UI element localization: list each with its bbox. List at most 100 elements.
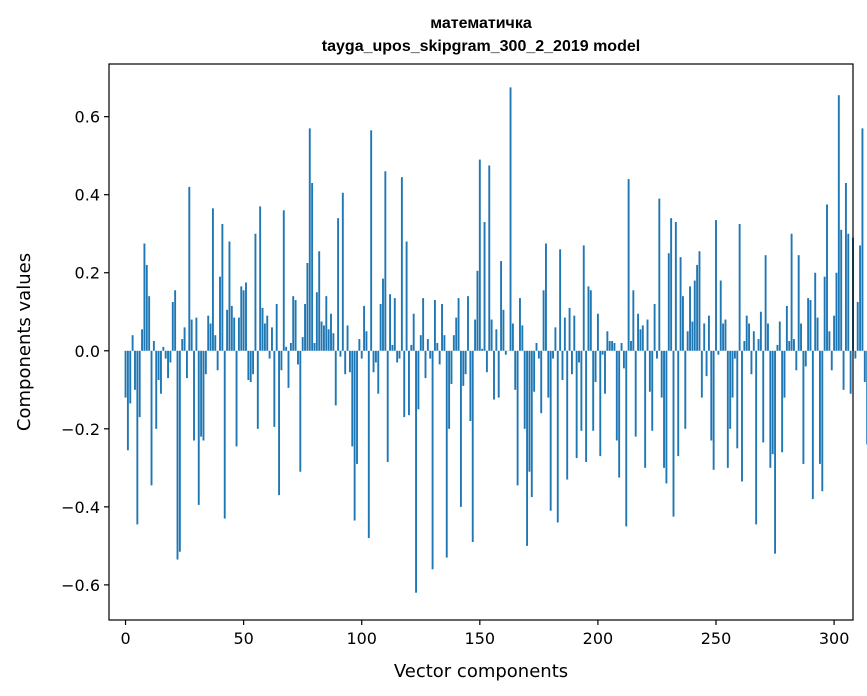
bar	[254, 233, 257, 351]
bar	[724, 319, 727, 351]
bar	[398, 350, 401, 359]
bar	[601, 350, 604, 355]
bar	[485, 350, 488, 373]
bar	[490, 319, 493, 351]
bar	[211, 208, 214, 351]
bar	[589, 290, 592, 351]
bar	[528, 350, 531, 472]
bar	[755, 350, 758, 525]
bar	[434, 300, 436, 351]
bar	[301, 337, 304, 351]
bar	[353, 350, 356, 521]
bar	[774, 350, 776, 554]
bar	[840, 229, 843, 351]
bar	[830, 350, 833, 371]
bar	[856, 302, 859, 351]
bar	[575, 350, 578, 459]
bar	[183, 327, 186, 351]
bar	[410, 344, 413, 351]
y-tick-label: 0.4	[75, 186, 100, 205]
bar	[289, 342, 292, 351]
bar	[818, 350, 821, 464]
bar	[396, 350, 399, 363]
bar	[311, 183, 314, 351]
bar	[684, 350, 687, 429]
bar	[233, 317, 236, 351]
bar	[663, 350, 665, 468]
bar	[542, 290, 545, 351]
bar	[547, 350, 550, 398]
bar	[315, 292, 318, 351]
bar	[450, 350, 453, 384]
bar	[521, 325, 524, 351]
plot-frame	[108, 63, 854, 621]
bar	[174, 290, 177, 351]
bar	[169, 350, 172, 363]
bar	[181, 339, 184, 351]
bar	[148, 296, 151, 351]
bar	[384, 171, 387, 351]
bar	[667, 253, 670, 351]
bar	[613, 342, 616, 351]
bar	[573, 315, 576, 351]
bar	[689, 286, 691, 351]
bar	[391, 344, 394, 351]
bar	[670, 218, 673, 351]
bar	[516, 350, 519, 486]
bar	[256, 350, 259, 429]
bar	[828, 331, 831, 351]
bar	[214, 335, 217, 351]
bar	[219, 276, 221, 351]
bar	[322, 325, 325, 351]
bar	[306, 262, 309, 351]
bar	[741, 350, 743, 482]
bar	[715, 220, 717, 351]
bar	[854, 350, 857, 359]
bar	[462, 350, 465, 386]
x-tick-label: 300	[819, 629, 850, 648]
bar	[686, 331, 689, 351]
bar	[478, 159, 481, 351]
x-axis-ticks: 0 50 100 150 200 250 300	[120, 620, 849, 648]
bar	[263, 323, 266, 351]
bar	[641, 325, 644, 351]
bar	[221, 223, 224, 351]
x-tick-label: 0	[120, 629, 130, 648]
bar	[861, 128, 864, 351]
bar	[351, 350, 354, 447]
bar	[733, 350, 736, 359]
bar	[308, 128, 311, 351]
bar	[436, 342, 439, 351]
bar	[691, 321, 694, 351]
y-tick-label: −0.6	[61, 576, 100, 595]
bar	[722, 323, 725, 351]
bar	[155, 350, 158, 429]
bar	[703, 323, 706, 351]
bar	[504, 350, 507, 355]
bar	[365, 331, 368, 351]
bar	[656, 350, 658, 359]
bar	[620, 342, 623, 351]
bar	[639, 329, 642, 351]
bar	[580, 350, 583, 431]
bar	[759, 311, 762, 351]
bar	[729, 350, 732, 429]
bar	[549, 350, 552, 511]
bar	[745, 315, 748, 351]
bar	[809, 300, 812, 351]
bar	[207, 315, 210, 351]
bar	[230, 305, 233, 351]
bar	[145, 264, 148, 351]
x-tick-label: 250	[701, 629, 732, 648]
bar	[672, 350, 675, 517]
bar	[408, 350, 410, 416]
bar	[646, 319, 649, 351]
bar	[178, 350, 181, 552]
bar	[226, 309, 229, 351]
bar	[804, 350, 807, 367]
bar	[330, 313, 332, 351]
bar	[738, 223, 741, 351]
bar	[658, 198, 661, 351]
bar	[493, 350, 495, 400]
bar	[474, 319, 477, 351]
